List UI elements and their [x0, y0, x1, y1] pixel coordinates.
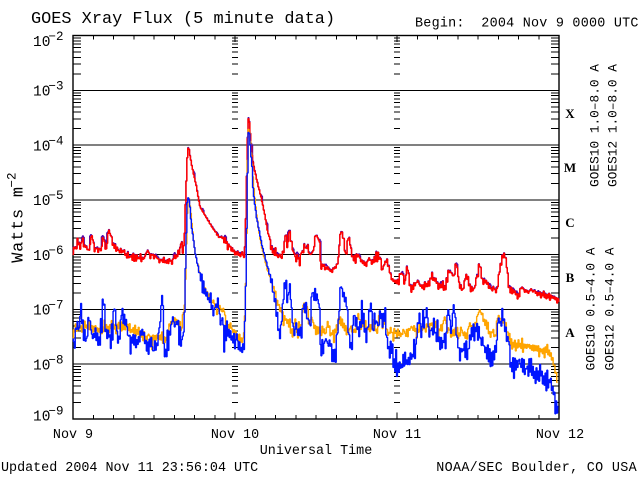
svg-text:Watts m: Watts m: [10, 186, 29, 263]
svg-text:C: C: [565, 215, 574, 230]
svg-text:−8: −8: [49, 353, 64, 367]
svg-text:GOES10 1.0–8.0 A: GOES10 1.0–8.0 A: [588, 64, 603, 187]
svg-text:GOES12 0.5–4.0 A: GOES12 0.5–4.0 A: [603, 247, 618, 370]
svg-text:−4: −4: [49, 134, 64, 148]
svg-text:10: 10: [33, 410, 50, 426]
svg-text:GOES10 0.5–4.0 A: GOES10 0.5–4.0 A: [584, 247, 599, 370]
svg-text:M: M: [564, 160, 576, 175]
svg-text:X: X: [565, 106, 575, 121]
svg-text:Universal Time: Universal Time: [260, 444, 373, 459]
svg-text:NOAA/SEC Boulder, CO USA: NOAA/SEC Boulder, CO USA: [436, 461, 637, 476]
svg-text:−2: −2: [49, 30, 64, 44]
svg-text:10: 10: [33, 139, 50, 155]
svg-text:Nov 9: Nov 9: [53, 428, 93, 443]
svg-text:−2: −2: [6, 172, 20, 187]
svg-text:A: A: [565, 325, 575, 340]
svg-text:Nov 12: Nov 12: [536, 428, 584, 443]
svg-text:10: 10: [33, 358, 50, 374]
svg-text:10: 10: [33, 249, 50, 265]
svg-text:−3: −3: [49, 80, 64, 94]
svg-text:Updated 2004 Nov 11 23:56:04 U: Updated 2004 Nov 11 23:56:04 UTC: [1, 461, 258, 476]
svg-text:Begin: 2004 Nov 9 0000 UTC: Begin: 2004 Nov 9 0000 UTC: [415, 17, 639, 32]
svg-text:10: 10: [33, 85, 50, 101]
svg-text:10: 10: [33, 35, 50, 51]
svg-text:−6: −6: [49, 244, 64, 258]
svg-text:B: B: [566, 270, 575, 285]
svg-text:Nov 10: Nov 10: [211, 428, 259, 443]
svg-text:Nov 11: Nov 11: [373, 428, 421, 443]
svg-text:10: 10: [33, 304, 50, 320]
svg-text:GOES Xray Flux (5 minute data): GOES Xray Flux (5 minute data): [31, 10, 335, 29]
svg-text:−5: −5: [49, 189, 64, 203]
svg-text:10: 10: [33, 194, 50, 210]
svg-text:−9: −9: [49, 405, 64, 419]
svg-text:−7: −7: [49, 299, 64, 313]
svg-text:GOES12 1.0–8.0 A: GOES12 1.0–8.0 A: [606, 64, 621, 187]
